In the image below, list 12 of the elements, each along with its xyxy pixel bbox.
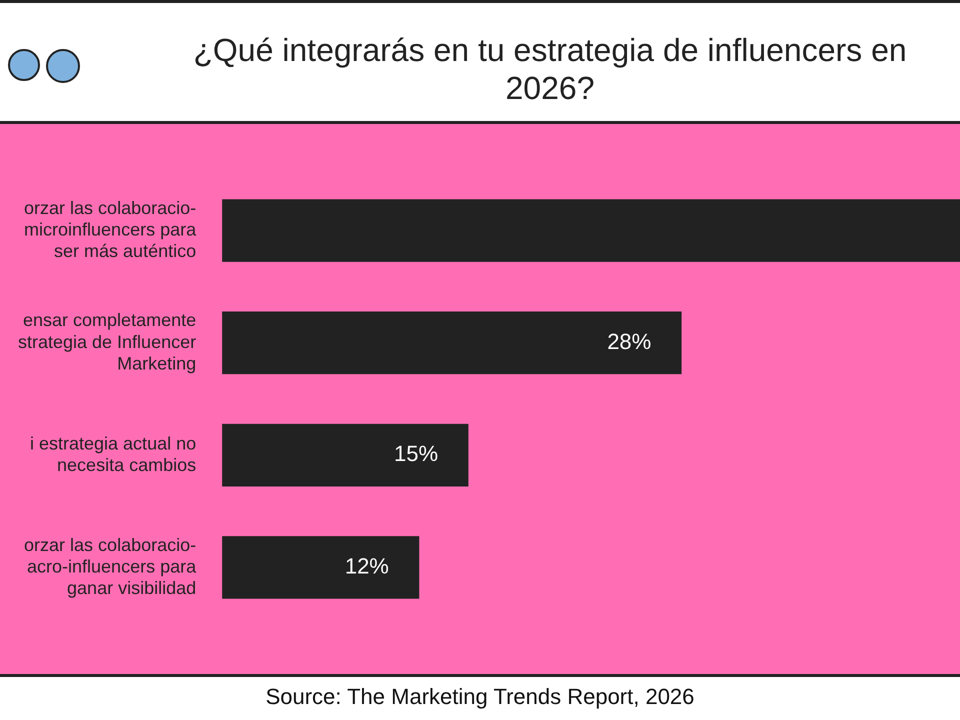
y-tick-label: i estrategia actual no necesita cambios	[30, 433, 196, 475]
source-note: Source: The Marketing Trends Report, 2026	[264, 684, 696, 710]
y-tick-label: orzar las colaboracio- acro-influencers para ganar visibilidad	[24, 534, 198, 598]
bar	[222, 312, 682, 374]
y-tick-label: ensar completamente strategia de Influencer Marketing	[18, 310, 196, 374]
bar	[222, 424, 468, 486]
chart-title: ¿Qué integrarás en tu estrategia de influencers en 2026?	[192, 31, 908, 107]
bar	[222, 536, 420, 599]
data-label: 15%	[394, 441, 438, 466]
data-label: 28%	[607, 328, 652, 354]
data-label: 12%	[344, 554, 389, 579]
y-tick-label: orzar las colaboracio- microinfluencers para ser más auténtico	[24, 198, 198, 262]
